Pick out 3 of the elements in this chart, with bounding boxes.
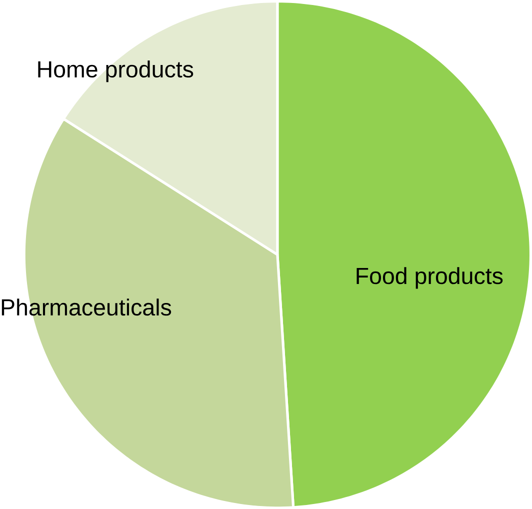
slice-label: Food products bbox=[356, 267, 503, 289]
slice-label: Pharmaceuticals bbox=[2, 298, 172, 316]
slice-label: Home products bbox=[38, 60, 194, 82]
